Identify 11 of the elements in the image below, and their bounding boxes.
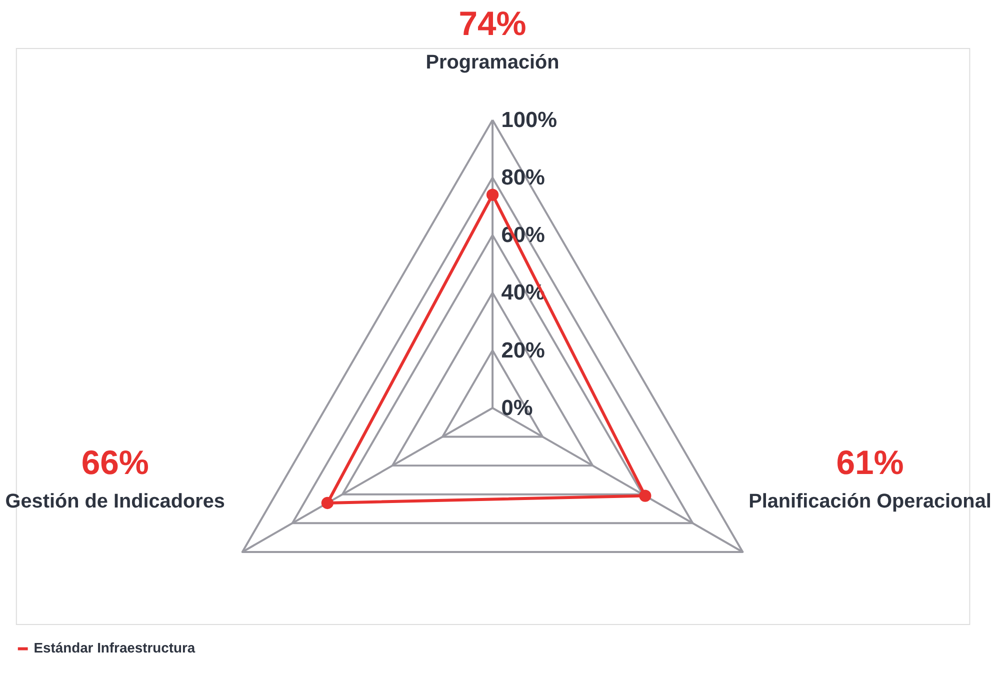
spoke-label: Programación <box>426 51 560 74</box>
spoke-label: Planificación Operacional <box>748 490 992 513</box>
y-tick-label: 100% <box>501 106 558 132</box>
legend-label: Estándar Infraestructura <box>34 640 196 656</box>
y-tick-label: 0% <box>501 394 533 420</box>
text: 66% <box>81 444 149 482</box>
text: 74% <box>458 4 526 43</box>
y-tick-label: 20% <box>501 337 545 362</box>
spoke-label: Gestión de Indicadores <box>5 490 225 513</box>
text: 61% <box>836 444 904 482</box>
y-tick-label: 80% <box>501 164 545 190</box>
